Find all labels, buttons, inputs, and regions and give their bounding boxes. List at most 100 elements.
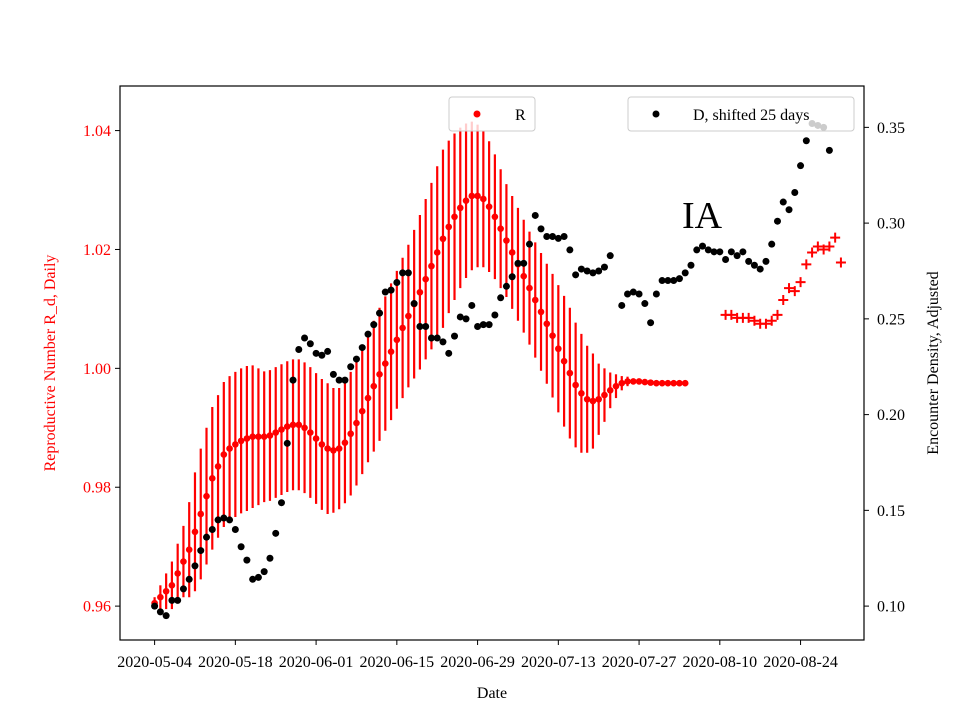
d-point <box>341 376 349 384</box>
d-point <box>254 573 262 581</box>
r-point <box>335 445 343 452</box>
r-forecast-point <box>784 283 795 294</box>
left-y-tick-label: 0.98 <box>83 480 111 497</box>
r-forecast-point <box>812 241 823 252</box>
d-point <box>624 290 632 298</box>
d-point <box>335 376 343 384</box>
d-point <box>347 363 355 371</box>
legend-r-label: R <box>515 107 526 124</box>
left-y-tick-label: 1.04 <box>83 123 111 140</box>
d-point <box>312 349 320 357</box>
d-point <box>658 277 666 285</box>
d-point <box>704 246 712 254</box>
r-point <box>497 225 504 232</box>
d-point <box>629 288 637 296</box>
r-point <box>658 379 666 387</box>
r-point <box>641 378 649 386</box>
r-point <box>185 546 193 553</box>
d-point <box>358 344 366 352</box>
r-point <box>203 492 210 500</box>
d-point <box>756 265 764 273</box>
r-point <box>249 433 256 441</box>
legend-r-marker <box>473 110 481 118</box>
d-point <box>779 198 787 206</box>
r-point <box>393 336 401 344</box>
d-point <box>733 252 741 260</box>
legend-d-box <box>627 96 855 132</box>
d-point <box>197 547 205 555</box>
d-point <box>491 311 499 319</box>
d-point <box>260 568 268 576</box>
x-axis-label: Date <box>477 685 507 702</box>
r-point <box>237 437 245 445</box>
r-point <box>526 284 533 292</box>
r-point <box>537 308 545 316</box>
d-point <box>191 562 199 570</box>
d-point <box>289 376 297 384</box>
r-point <box>180 558 187 565</box>
r-forecast-point <box>835 257 846 268</box>
d-point <box>370 321 378 329</box>
r-point <box>301 424 308 432</box>
r-point <box>255 433 262 441</box>
r-point <box>399 324 406 332</box>
d-point <box>681 269 689 277</box>
r-point <box>653 379 660 387</box>
r-point <box>382 360 389 367</box>
r-point <box>220 451 228 458</box>
x-tick-label: 2020-07-13 <box>521 654 596 671</box>
r-point <box>324 445 331 452</box>
d-point <box>462 315 470 323</box>
d-point <box>243 556 251 564</box>
d-point <box>583 267 591 275</box>
d-point <box>745 257 753 265</box>
r-point <box>272 429 280 436</box>
d-point <box>525 240 533 248</box>
r-point <box>157 593 164 601</box>
d-point <box>168 596 176 604</box>
legend-d-marker <box>652 110 660 118</box>
r-series <box>151 192 689 607</box>
d-point <box>185 575 193 583</box>
x-tick-label: 2020-05-18 <box>198 654 273 671</box>
d-point <box>376 309 384 317</box>
d-point <box>277 499 285 507</box>
d-point <box>306 340 314 348</box>
d-point <box>652 290 660 298</box>
r-point <box>416 288 424 296</box>
r-point <box>462 197 470 205</box>
d-point <box>497 294 505 302</box>
d-point <box>422 323 430 331</box>
d-point <box>727 248 735 256</box>
d-point <box>283 439 291 447</box>
r-point <box>647 379 654 386</box>
d-point <box>427 334 435 342</box>
d-point <box>404 269 412 277</box>
r-error-bars <box>153 121 687 610</box>
d-point <box>543 233 551 241</box>
r-point <box>214 463 222 470</box>
right-y-tick-label: 0.20 <box>877 407 905 424</box>
d-point <box>635 290 643 298</box>
r-point <box>670 379 677 387</box>
r-point <box>681 379 689 387</box>
r-forecast-series <box>720 232 846 329</box>
r-point <box>624 378 631 385</box>
d-point <box>750 261 758 269</box>
d-point <box>266 554 274 562</box>
right-y-tick-label: 0.30 <box>877 216 905 233</box>
d-point <box>381 288 389 296</box>
r-point <box>312 435 320 442</box>
d-point <box>716 248 724 256</box>
d-point <box>393 278 401 286</box>
d-point <box>554 234 562 242</box>
d-point <box>595 267 603 275</box>
d-point <box>156 608 164 616</box>
r-point <box>474 192 481 200</box>
r-point <box>606 387 614 394</box>
d-point <box>324 347 332 355</box>
x-tick-label: 2020-06-29 <box>440 654 515 671</box>
d-point <box>162 612 170 620</box>
r-point <box>243 435 251 442</box>
plot-frame <box>119 85 865 641</box>
